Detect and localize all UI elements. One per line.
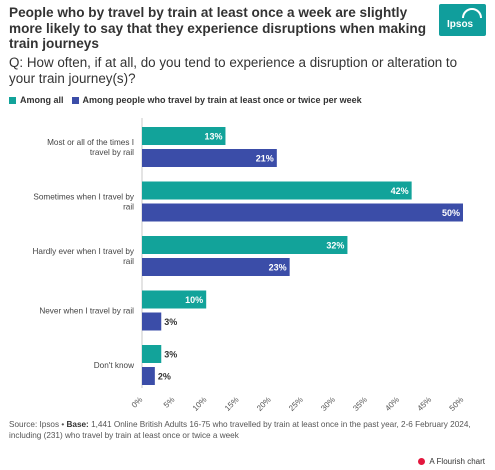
bar-weekly — [142, 312, 162, 331]
x-tick-label: 25% — [287, 395, 305, 413]
bar-among-all — [142, 290, 207, 309]
legend-swatch-blue — [71, 96, 79, 104]
legend-item-weekly[interactable]: Among people who travel by train at leas… — [71, 95, 362, 105]
legend-label: Among people who travel by train at leas… — [82, 95, 362, 105]
bar-among-all — [142, 345, 162, 363]
bar-among-all — [142, 181, 412, 200]
data-label: 2% — [158, 372, 171, 382]
category-label: Hardly ever when I travel by rail — [33, 247, 135, 266]
bar-weekly — [142, 203, 463, 222]
x-tick-label: 0% — [130, 395, 145, 410]
ipsos-logo: Ipsos — [439, 4, 486, 36]
bar-among-all — [142, 127, 226, 145]
source-note: Source: Ipsos • Base: 1,441 Online Briti… — [9, 419, 479, 441]
bar-weekly — [142, 367, 155, 385]
bar-weekly — [142, 149, 277, 167]
flourish-credit-label: A Flourish chart — [429, 457, 485, 466]
bar-weekly — [142, 258, 290, 276]
x-tick-label: 20% — [255, 395, 273, 413]
chart-subtitle: Q: How often, if at all, do you tend to … — [9, 55, 458, 86]
category-label: Never when I travel by rail — [39, 307, 134, 316]
base-text: 1,441 Online British Adults 16-75 who tr… — [9, 420, 471, 440]
legend-label: Among all — [20, 95, 64, 105]
x-tick-label: 30% — [319, 395, 337, 413]
flourish-credit[interactable]: A Flourish chart — [418, 457, 485, 466]
data-label: 3% — [164, 350, 177, 360]
data-label: 10% — [185, 295, 203, 305]
source-prefix: Source: Ipsos • — [9, 420, 67, 429]
flourish-icon — [418, 458, 426, 465]
x-tick-label: 5% — [162, 395, 177, 410]
x-tick-label: 50% — [448, 395, 466, 413]
x-tick-label: 10% — [191, 395, 209, 413]
data-label: 50% — [442, 208, 460, 218]
x-tick-label: 35% — [351, 395, 369, 413]
legend-item-among-all[interactable]: Among all — [9, 95, 64, 105]
bar-among-all — [142, 236, 348, 254]
base-label: Base: — [66, 420, 89, 429]
legend: Among all Among people who travel by tra… — [9, 95, 370, 105]
legend-swatch-teal — [9, 96, 16, 104]
x-tick-label: 45% — [416, 395, 434, 413]
category-label: Sometimes when I travel by rail — [33, 193, 134, 212]
data-label: 32% — [326, 241, 344, 251]
data-label: 42% — [391, 186, 409, 196]
data-label: 23% — [269, 263, 287, 273]
x-tick-label: 15% — [223, 395, 241, 413]
category-label: Don't know — [94, 361, 134, 370]
data-label: 3% — [164, 317, 177, 327]
logo-text: Ipsos — [447, 19, 474, 30]
logo-arc-icon — [462, 8, 482, 19]
chart-title: People who by travel by train at least o… — [9, 5, 426, 51]
x-tick-label: 40% — [383, 395, 401, 413]
data-label: 13% — [204, 132, 222, 142]
data-label: 21% — [256, 154, 274, 164]
